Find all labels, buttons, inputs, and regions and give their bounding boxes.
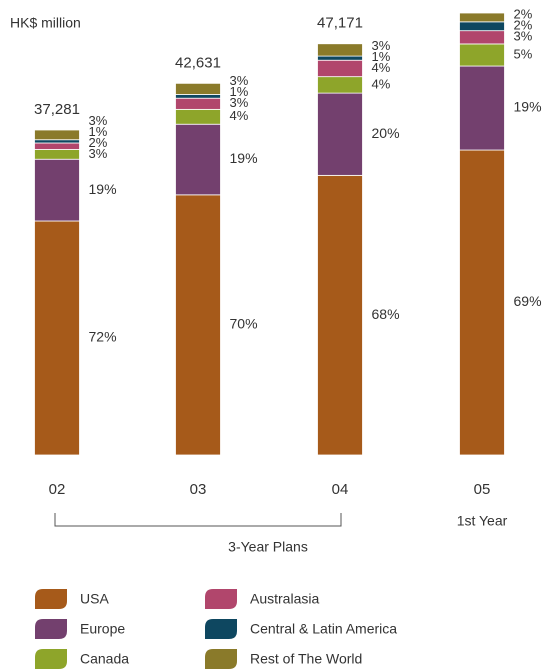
bar-segment bbox=[459, 30, 505, 45]
legend-label: USA bbox=[80, 591, 109, 607]
legend-swatch bbox=[205, 589, 237, 609]
bar-segment bbox=[34, 220, 80, 456]
legend-swatch bbox=[205, 619, 237, 639]
bar-segment bbox=[317, 174, 363, 456]
value-label: 3% bbox=[230, 73, 249, 88]
bar-segment bbox=[317, 59, 363, 78]
bar-segment bbox=[34, 149, 80, 160]
legend-label: Rest of The World bbox=[250, 651, 362, 667]
value-label: 4% bbox=[372, 60, 391, 75]
value-label: 19% bbox=[89, 181, 117, 197]
value-label: 4% bbox=[230, 108, 249, 123]
legend-swatch bbox=[35, 649, 67, 669]
bar-segment bbox=[459, 65, 505, 151]
bracket bbox=[54, 513, 342, 527]
bar-segment bbox=[317, 92, 363, 176]
x-tick-label: 04 bbox=[332, 481, 349, 498]
bar-segment bbox=[175, 123, 221, 196]
value-label: 69% bbox=[514, 293, 542, 309]
bar-segment bbox=[175, 94, 221, 99]
total-label: 47,171 bbox=[317, 15, 363, 32]
bar-segment bbox=[459, 12, 505, 23]
legend-swatch bbox=[35, 619, 67, 639]
value-label: 3% bbox=[372, 38, 391, 53]
value-label: 3% bbox=[89, 146, 108, 161]
total-label: 42,631 bbox=[175, 54, 221, 71]
value-label: 1% bbox=[89, 124, 108, 139]
x-tick-label: 02 bbox=[49, 481, 66, 498]
value-label: 2% bbox=[514, 7, 533, 22]
value-label: 4% bbox=[372, 76, 391, 91]
bar-segment bbox=[34, 158, 80, 222]
legend-label: Canada bbox=[80, 651, 129, 667]
bar-segment bbox=[34, 139, 80, 144]
value-label: 2% bbox=[89, 135, 108, 150]
value-label: 68% bbox=[372, 306, 400, 322]
legend-label: Australasia bbox=[250, 591, 319, 607]
value-label: 1% bbox=[372, 49, 391, 64]
legend-label: Europe bbox=[80, 621, 125, 637]
bar-segment bbox=[175, 97, 221, 110]
unit-label: HK$ million bbox=[10, 15, 81, 31]
bar-segment bbox=[317, 76, 363, 94]
value-label: 70% bbox=[230, 316, 258, 332]
value-label: 3% bbox=[89, 113, 108, 128]
bar-segment bbox=[459, 149, 505, 456]
value-label: 5% bbox=[514, 46, 533, 61]
value-label: 72% bbox=[89, 329, 117, 345]
value-label: 1% bbox=[230, 84, 249, 99]
bar-segment bbox=[34, 142, 80, 150]
legend-swatch bbox=[205, 649, 237, 669]
bar-segment bbox=[317, 43, 363, 57]
bar-segment bbox=[175, 82, 221, 95]
bar-segment bbox=[459, 21, 505, 32]
legend-swatch bbox=[35, 589, 67, 609]
total-label: 37,281 bbox=[34, 101, 80, 118]
bar-segment bbox=[175, 108, 221, 125]
value-label: 2% bbox=[514, 18, 533, 33]
value-label: 3% bbox=[230, 95, 249, 110]
value-label: 20% bbox=[372, 125, 400, 141]
legend-label: Central & Latin America bbox=[250, 621, 397, 637]
value-label: 19% bbox=[514, 99, 542, 115]
x-tick-label: 05 bbox=[474, 481, 491, 498]
bar-segment bbox=[34, 129, 80, 141]
x-tick-label: 03 bbox=[190, 481, 207, 498]
group-label: 1st Year bbox=[457, 513, 508, 529]
value-label: 19% bbox=[230, 150, 258, 166]
value-label: 3% bbox=[514, 29, 533, 44]
bar-segment bbox=[175, 194, 221, 456]
bar-segment bbox=[317, 55, 363, 61]
bar-segment bbox=[459, 43, 505, 67]
group-label: 3-Year Plans bbox=[228, 539, 308, 555]
